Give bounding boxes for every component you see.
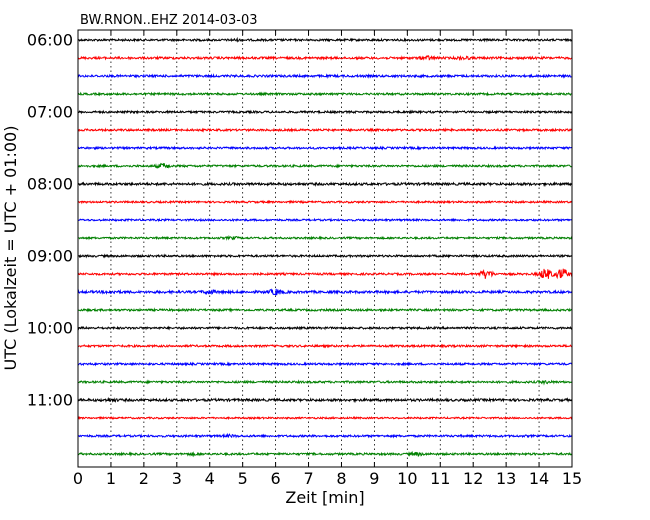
trace-line	[77, 54, 573, 62]
x-tick-label: 10	[397, 469, 417, 488]
chart-title: BW.RNON..EHZ 2014-03-03	[80, 13, 258, 28]
x-tick-label: 15	[562, 469, 582, 488]
x-tick-label: 6	[271, 469, 281, 488]
x-tick-label: 5	[238, 469, 248, 488]
trace-line	[77, 415, 573, 421]
trace-line	[77, 162, 573, 169]
x-axis: 0 1 2 3 4 5 6 7 8 9 10 11 12 13 14 15	[73, 30, 582, 488]
trace-line	[77, 268, 573, 280]
x-tick-label: 3	[172, 469, 182, 488]
trace-line	[77, 36, 573, 43]
y-tick-label: 09:00	[27, 247, 73, 266]
trace-line	[77, 109, 573, 115]
trace-line	[77, 253, 573, 259]
y-tick-label: 10:00	[27, 319, 73, 338]
trace-line	[77, 361, 573, 367]
x-tick-label: 8	[336, 469, 346, 488]
trace-line	[77, 343, 573, 349]
trace-line	[77, 396, 573, 404]
x-tick-label: 13	[496, 469, 516, 488]
trace-line	[77, 450, 573, 458]
trace-line	[77, 307, 573, 313]
x-tick-label: 7	[303, 469, 313, 488]
plot-frame	[77, 29, 573, 468]
trace-line	[77, 145, 573, 151]
y-tick-label: 06:00	[27, 31, 73, 50]
trace-line	[77, 288, 573, 296]
x-axis-label: Zeit [min]	[285, 488, 364, 507]
trace-group	[77, 36, 573, 458]
x-tick-label: 4	[205, 469, 215, 488]
trace-line	[77, 91, 573, 97]
x-tick-label: 14	[529, 469, 549, 488]
trace-line	[77, 73, 573, 79]
x-tick-label: 9	[369, 469, 379, 488]
trace-line	[77, 325, 573, 331]
x-tick-label: 2	[139, 469, 149, 488]
x-tick-label: 1	[106, 469, 116, 488]
trace-line	[77, 127, 573, 133]
y-tick-label: 07:00	[27, 103, 73, 122]
trace-line	[77, 234, 573, 241]
y-tick-label: 08:00	[27, 175, 73, 194]
trace-line	[77, 379, 573, 386]
x-tick-label: 0	[73, 469, 83, 488]
x-tick-label: 11	[430, 469, 450, 488]
y-axis-label: UTC (Lokalzeit = UTC + 01:00)	[1, 126, 20, 371]
y-tick-label: 11:00	[27, 391, 73, 410]
trace-line	[77, 181, 573, 188]
grid-lines	[110, 30, 540, 467]
trace-line	[77, 432, 573, 439]
x-tick-label: 12	[463, 469, 483, 488]
trace-line	[77, 217, 573, 223]
y-axis: 06:00 07:00 08:00 09:00 10:00 11:00	[27, 31, 572, 410]
trace-line	[77, 199, 573, 205]
